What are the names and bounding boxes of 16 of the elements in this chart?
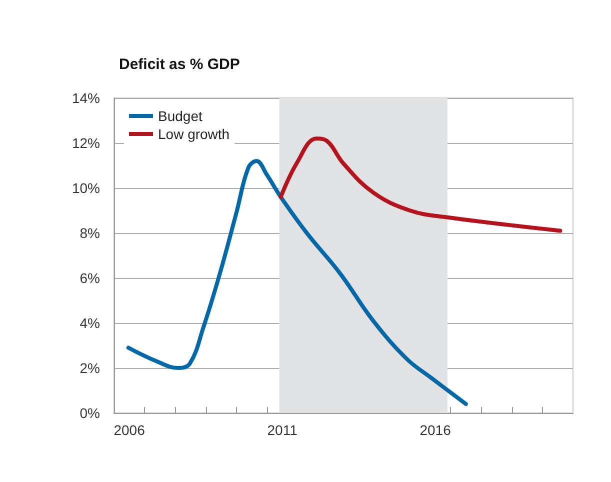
x-tick-label: 2006 (114, 422, 146, 438)
x-tick-label: 2016 (420, 422, 452, 438)
line-series (278, 136, 562, 233)
x-tick-label: 2011 (267, 422, 298, 438)
line-series (126, 159, 468, 406)
y-tick-label: 6% (80, 270, 100, 286)
legend-label: Budget (158, 108, 202, 124)
y-tick-label: 14% (72, 90, 100, 106)
y-tick-label: 8% (80, 225, 100, 241)
legend-label: Low growth (158, 126, 230, 142)
y-tick-label: 12% (72, 135, 100, 151)
y-tick-label: 0% (80, 405, 100, 421)
y-tick-label: 4% (80, 315, 100, 331)
chart-title: Deficit as % GDP (119, 56, 240, 73)
y-tick-label: 10% (72, 180, 100, 196)
y-tick-label: 2% (80, 360, 100, 376)
